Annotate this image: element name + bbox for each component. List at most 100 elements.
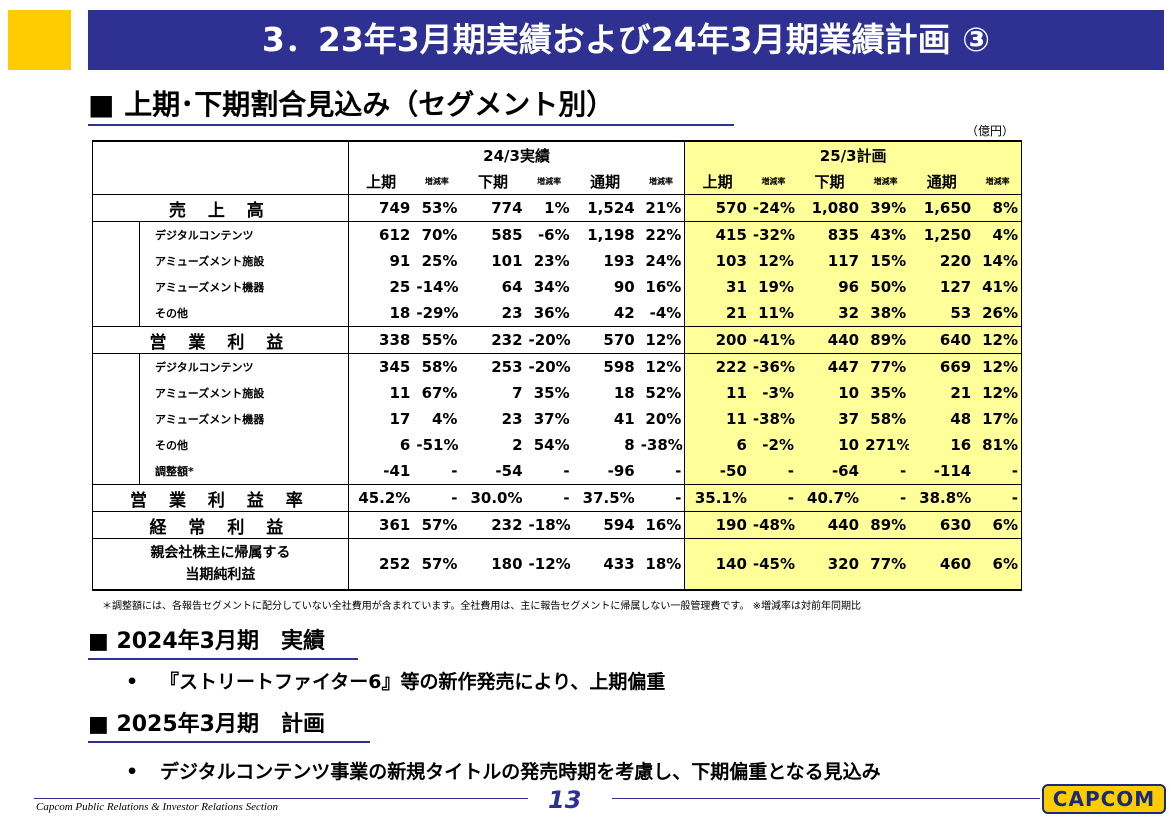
col-h2: 下期 xyxy=(797,168,863,195)
growth-rate-cell: 50% xyxy=(862,274,910,300)
growth-rate-cell: 35% xyxy=(533,384,570,402)
growth-rate-cell: 12% xyxy=(637,353,686,380)
indent-divider xyxy=(139,222,140,248)
growth-rate-cell: 89% xyxy=(862,511,910,539)
value-cell: 447 xyxy=(797,353,863,380)
value-cell: 23 xyxy=(501,304,523,322)
table-row: 調整額* -41- -54- -96- -50- -64- -114- xyxy=(92,458,1023,485)
value-cell: 101 xyxy=(491,252,523,270)
row-label: 経 常 利 益 xyxy=(92,511,349,539)
row-label-line2: 当期純利益 xyxy=(185,567,256,583)
value-cell: -50 xyxy=(684,458,750,485)
col-h1: 上期 xyxy=(366,172,397,191)
value-cell: 835 xyxy=(797,221,863,248)
growth-rate-cell: -2% xyxy=(749,432,797,458)
growth-rate-cell: -12% xyxy=(525,538,573,591)
row-label: デジタルコンテンツ xyxy=(92,353,349,380)
growth-rate-cell: 77% xyxy=(862,353,910,380)
value-cell: 11 xyxy=(684,380,750,406)
growth-rate-cell: 37% xyxy=(533,410,570,428)
table-row: 親会社株主に帰属する 当期純利益 252 57% 180 -12% 433 18% 140 -45… xyxy=(92,538,1023,591)
growth-rate-cell: 14% xyxy=(974,248,1023,274)
value-cell: -96 xyxy=(607,462,635,480)
value-cell: -64 xyxy=(797,458,863,485)
growth-rate-cell: 25% xyxy=(421,252,458,270)
value-cell: 594 xyxy=(572,511,638,539)
value-cell: 630 xyxy=(909,511,975,539)
table-row: デジタルコンテンツ 345 58% 253 -20% 598 12% 222 -36% 447 77… xyxy=(92,353,1023,380)
growth-rate-cell: 58% xyxy=(413,353,461,380)
row-label: 営 業 利 益 率 xyxy=(92,484,349,512)
growth-rate-cell: 12% xyxy=(749,248,797,274)
value-cell: 180 xyxy=(460,538,526,591)
indent-divider xyxy=(139,406,140,432)
value-cell: 1,198 xyxy=(572,221,638,248)
value-cell: 10 xyxy=(797,380,863,406)
value-cell: 440 xyxy=(797,511,863,539)
growth-rate-cell: - xyxy=(451,462,458,480)
growth-rate-cell: - xyxy=(563,462,570,480)
value-cell: 200 xyxy=(684,326,750,354)
growth-rate-cell: -4% xyxy=(637,300,686,327)
value-cell: 18 xyxy=(613,384,635,402)
row-label: その他 xyxy=(92,300,349,327)
value-cell: 749 xyxy=(348,194,414,222)
value-cell: 253 xyxy=(460,353,526,380)
table-row: 営 業 利 益 338 55% 232 -20% 570 12% 200 -41% 440 89% 6… xyxy=(92,326,1023,354)
growth-rate-cell: 57% xyxy=(413,538,461,591)
growth-rate-cell: 57% xyxy=(413,511,461,539)
value-cell: 220 xyxy=(909,248,975,274)
footer-divider-left xyxy=(34,798,528,799)
table-row: 経 常 利 益 361 57% 232 -18% 594 16% 190 -48% 440 89% 6… xyxy=(92,511,1023,539)
value-cell: 232 xyxy=(460,511,526,539)
table-row: アミューズメント機器 17 4% 23 37% 41 20% 11 -38% 37 58% 48 17% xyxy=(92,406,1023,432)
growth-rate-cell: - xyxy=(637,484,686,512)
growth-rate-cell: -48% xyxy=(749,511,797,539)
table-row: その他 6 -51% 2 54% 8 -38% 6 -2% 10 271% 16 81% xyxy=(92,432,1023,458)
value-cell: 127 xyxy=(909,274,975,300)
value-cell: 11 xyxy=(389,384,411,402)
value-cell: 415 xyxy=(684,221,750,248)
col-rate: 増減率 xyxy=(974,168,1023,195)
slide-title: 3．23年3月期実績および24年3月期業績計画 ③ xyxy=(88,10,1164,70)
value-cell: 1,524 xyxy=(572,194,638,222)
row-label: アミューズメント機器 xyxy=(92,274,349,300)
growth-rate-cell: -38% xyxy=(637,432,686,458)
growth-rate-cell: 4% xyxy=(432,410,458,428)
bullet-2024: • 『ストリートファイター6』等の新作発売により、上期偏重 xyxy=(126,667,665,694)
value-cell: 23 xyxy=(501,410,523,428)
growth-rate-cell: 70% xyxy=(413,221,461,248)
table-header-column-row: 上期 増減率 下期 増減率 通期 増減率 上期 増減率 下期 増減率 通期 増減… xyxy=(92,168,1023,195)
value-cell: 190 xyxy=(684,511,750,539)
growth-rate-cell: 16% xyxy=(637,274,686,300)
growth-rate-cell: - xyxy=(974,458,1023,485)
growth-rate-cell: -18% xyxy=(525,511,573,539)
growth-rate-cell: 24% xyxy=(637,248,686,274)
value-cell: -54 xyxy=(495,462,523,480)
growth-rate-cell: 81% xyxy=(974,432,1023,458)
growth-rate-cell: 17% xyxy=(974,406,1023,432)
row-label: 親会社株主に帰属する 当期純利益 xyxy=(92,538,349,591)
growth-rate-cell: 89% xyxy=(862,326,910,354)
value-cell: 222 xyxy=(684,353,750,380)
growth-rate-cell: - xyxy=(862,458,910,485)
value-cell: 640 xyxy=(909,326,975,354)
value-cell: 6 xyxy=(684,432,750,458)
col-rate: 増減率 xyxy=(637,168,686,195)
col-rate: 増減率 xyxy=(749,168,797,195)
value-cell: 2 xyxy=(512,436,523,454)
bullet-text: 『ストリートファイター6』等の新作発売により、上期偏重 xyxy=(160,671,666,693)
growth-rate-cell: 58% xyxy=(862,406,910,432)
value-cell: 64 xyxy=(501,278,523,296)
footer-department: Capcom Public Relations & Investor Relat… xyxy=(36,801,278,813)
growth-rate-cell: 77% xyxy=(862,538,910,591)
value-cell: 1,080 xyxy=(797,194,863,222)
value-cell: 32 xyxy=(797,300,863,327)
value-cell: 570 xyxy=(572,326,638,354)
value-cell: 440 xyxy=(797,326,863,354)
value-cell: 45.2% xyxy=(348,484,414,512)
table-row: 売 上 高 749 53% 774 1% 1,524 21% 570 -24% 1,080 39% 1… xyxy=(92,194,1023,222)
indent-divider xyxy=(139,274,140,300)
value-cell: -114 xyxy=(909,458,975,485)
value-cell: 232 xyxy=(460,326,526,354)
